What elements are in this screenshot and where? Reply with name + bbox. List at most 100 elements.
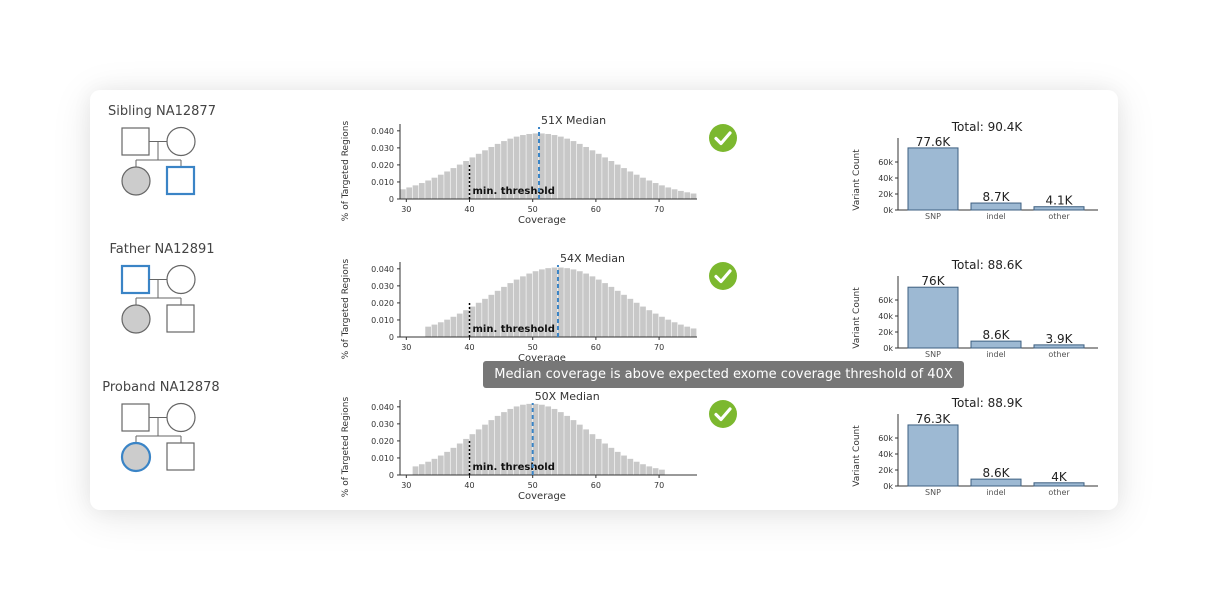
x-tick-label: 60 — [591, 205, 601, 214]
histogram-bar — [551, 267, 558, 337]
variant-bar — [907, 147, 959, 211]
histogram-bar — [621, 168, 627, 199]
histogram-bar — [589, 276, 596, 337]
histogram-bar — [570, 141, 577, 199]
affected-daughter-circle-icon — [120, 441, 152, 473]
variant-category-label: indel — [986, 212, 1006, 221]
variant-category-label: indel — [986, 350, 1006, 359]
histogram-bar — [469, 306, 476, 337]
histogram-bar — [564, 415, 571, 475]
histogram-bar — [589, 150, 596, 199]
coverage-histogram: 30 40 50 60 70 0 0.010 0.020 0.030 0.040 Coverage%… — [341, 252, 697, 364]
histogram-bar — [532, 271, 539, 337]
histogram-bar — [570, 269, 577, 337]
father-square-icon — [121, 403, 150, 432]
histogram-bar — [659, 185, 665, 199]
coverage-histogram: 30 40 50 60 70 0 0.010 0.020 0.030 0.040 Coverage%… — [341, 390, 697, 502]
x-tick-label: 50 — [528, 481, 538, 490]
histogram-bar — [520, 135, 526, 199]
variant-y-tick-label: 60k — [878, 296, 893, 305]
x-tick-label: 40 — [464, 481, 474, 490]
histogram-bar — [646, 466, 653, 475]
variant-y-tick-label: 40k — [878, 174, 893, 183]
histogram-bar — [475, 302, 482, 337]
coverage-histogram: 30 40 50 60 70 0 0.010 0.020 0.030 0.040 Coverage%… — [341, 114, 697, 226]
histogram-bar — [602, 443, 608, 475]
check-circle-bg — [709, 124, 737, 152]
histogram-bar — [526, 133, 533, 199]
histogram-bar — [539, 404, 545, 475]
sample-label: Sibling NA12877 — [108, 104, 216, 119]
variant-category-label: other — [1048, 350, 1070, 359]
variant-bar — [907, 424, 959, 487]
histogram-bar — [646, 310, 653, 337]
check-circle-icon — [709, 400, 737, 428]
histogram-bar — [570, 420, 577, 475]
histogram-bar — [520, 404, 526, 475]
x-tick-label: 30 — [401, 481, 411, 490]
variant-bar — [907, 286, 959, 349]
histogram-bar — [513, 406, 520, 475]
histogram-bar — [456, 313, 463, 337]
variant-value-label: 3.9K — [1046, 332, 1074, 346]
variant-total-label: Total: 88.6K — [951, 258, 1024, 272]
histogram-bar — [456, 443, 463, 475]
y-tick-label: 0.020 — [371, 161, 394, 170]
y-tick-label: 0.010 — [371, 316, 394, 325]
variant-category-label: other — [1048, 488, 1070, 497]
histogram-bar — [659, 316, 665, 337]
variant-count-chart: Total: 88.6K Variant Count 0k 20k 40k 60k 76K S… — [852, 258, 1098, 359]
histogram-bar — [595, 438, 602, 475]
histogram-bar — [513, 136, 520, 199]
histogram-bar — [627, 171, 634, 199]
son-square-icon — [166, 304, 195, 333]
histogram-bar — [665, 187, 672, 199]
variant-category-label: SNP — [925, 488, 941, 497]
histogram-bar — [608, 286, 615, 337]
histogram-bar — [671, 189, 678, 199]
histogram-bar — [488, 420, 495, 475]
variant-value-label: 4.1K — [1046, 194, 1074, 208]
histogram-bar — [564, 138, 571, 199]
histogram-bar — [450, 447, 457, 475]
histogram-bar — [482, 150, 488, 199]
histogram-bar — [437, 322, 444, 337]
histogram-bar — [456, 164, 463, 199]
histogram-bar — [482, 424, 488, 475]
variant-category-label: other — [1048, 212, 1070, 221]
histogram-bar — [640, 306, 646, 337]
histogram-bar — [627, 458, 634, 475]
histogram-bar — [678, 190, 684, 199]
histogram-bar — [494, 290, 501, 337]
variant-total-label: Total: 88.9K — [951, 396, 1024, 410]
mother-circle-icon — [166, 264, 196, 295]
histogram-bar — [564, 268, 571, 337]
histogram-bar — [431, 458, 438, 475]
histogram-bar — [652, 468, 659, 475]
variant-y-axis-label: Variant Count — [852, 425, 862, 487]
histogram-bar — [621, 455, 627, 475]
variant-value-label: 8.6K — [983, 328, 1011, 342]
histogram-bar — [431, 324, 438, 337]
y-tick-label: 0 — [389, 471, 394, 480]
check-mark — [714, 131, 732, 146]
histogram-bar — [690, 328, 697, 337]
variant-y-tick-label: 40k — [878, 312, 893, 321]
histogram-bar — [595, 153, 602, 199]
histogram-bar — [463, 161, 469, 199]
pedigree-diagram — [120, 264, 196, 334]
histogram-bar — [425, 180, 431, 199]
histogram-bar — [463, 438, 469, 475]
variant-bar — [1033, 482, 1085, 487]
variant-count-chart: Total: 90.4K Variant Count 0k 20k 40k 60k 77.6… — [852, 120, 1098, 221]
histogram-bar — [633, 174, 640, 199]
pedigree-diagram — [120, 402, 196, 473]
histogram-bar — [444, 319, 450, 337]
histogram-bar — [488, 294, 495, 337]
check-mark — [714, 407, 732, 422]
variant-y-tick-label: 0k — [883, 206, 893, 215]
mother-circle-icon — [166, 126, 196, 157]
variant-y-tick-label: 40k — [878, 450, 893, 459]
variant-y-tick-label: 20k — [878, 466, 893, 475]
variant-y-tick-label: 0k — [883, 344, 893, 353]
